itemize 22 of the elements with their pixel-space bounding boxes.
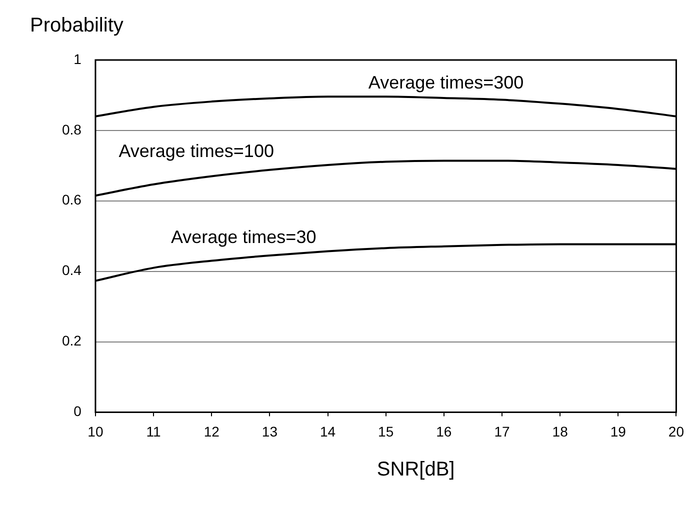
x-tick-label: 17 (494, 423, 510, 440)
y-tick-label: 1 (74, 50, 82, 67)
x-tick-label: 20 (668, 423, 684, 440)
x-tick-label: 12 (204, 423, 220, 440)
series-label: Average times=30 (170, 227, 316, 248)
x-tick-label: 10 (88, 423, 104, 440)
series-label: Average times=300 (368, 72, 524, 93)
x-tick-label: 16 (436, 423, 452, 440)
x-tick-label: 14 (320, 423, 336, 440)
x-tick-label: 19 (610, 423, 626, 440)
x-tick-label: 13 (262, 423, 278, 440)
y-tick-label: 0.4 (62, 262, 82, 278)
y-tick-label: 0.8 (62, 121, 82, 138)
x-tick-label: 18 (552, 423, 568, 440)
x-tick-label: 11 (146, 423, 162, 440)
y-tick-label: 0 (74, 403, 82, 420)
x-tick-label: 15 (378, 423, 394, 440)
series-label: Average times=100 (118, 140, 274, 161)
y-tick-label: 0.6 (62, 192, 82, 208)
y-axis-title: Probability (30, 14, 124, 37)
x-axis-title: SNR[dB] (376, 458, 455, 481)
y-tick-label: 0.2 (62, 332, 82, 349)
